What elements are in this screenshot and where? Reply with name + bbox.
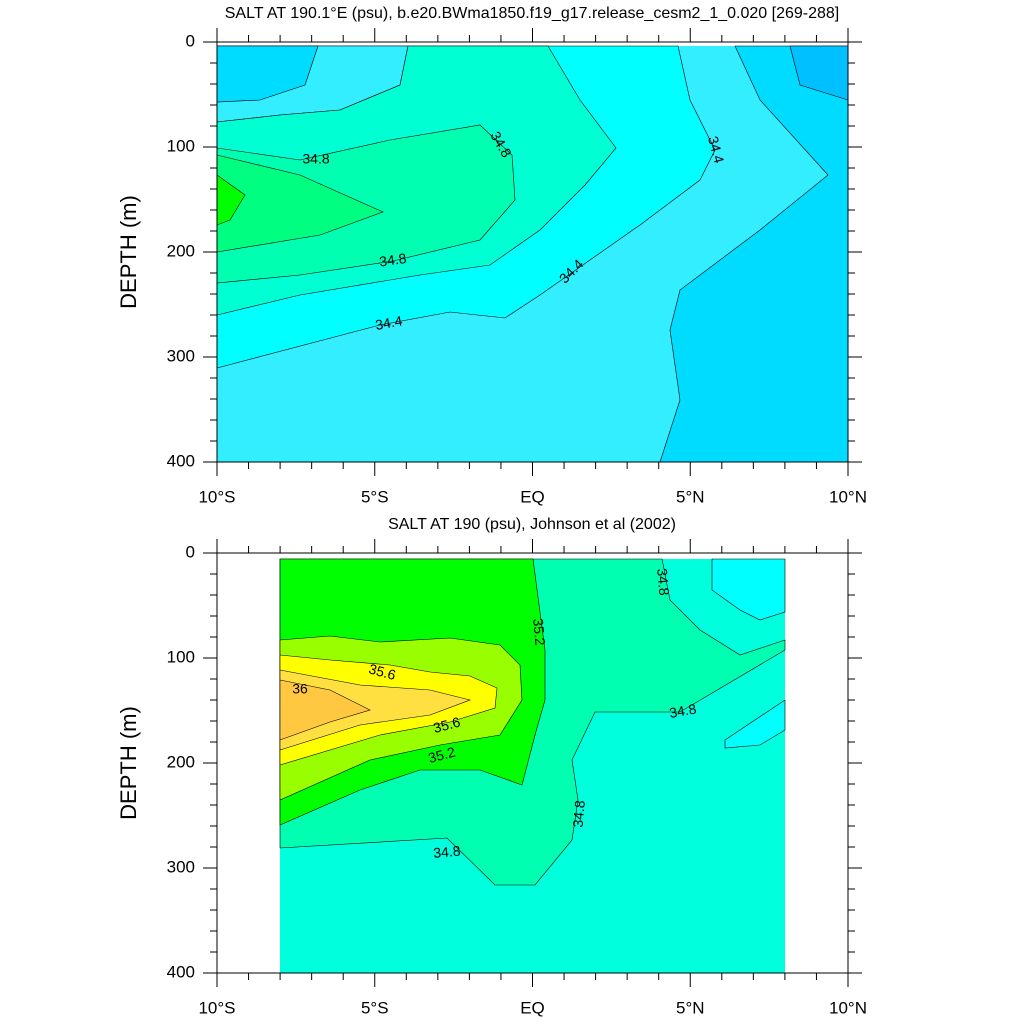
contour-label: 34.8 [433, 843, 462, 861]
y-tick-label: 200 [167, 241, 195, 260]
contour-label: 35.2 [530, 618, 548, 647]
y-tick-label: 0 [186, 31, 195, 50]
contour-fill [724, 699, 786, 749]
contour-label: 36 [292, 681, 308, 697]
y-tick-label: 300 [167, 857, 195, 876]
y-tick-label: 400 [167, 451, 195, 470]
x-tick-label: EQ [520, 487, 545, 506]
y-tick-label: 0 [186, 542, 195, 561]
contour-label: 34.8 [378, 250, 407, 270]
y-tick-label: 200 [167, 752, 195, 771]
contour-fill [711, 558, 786, 621]
contour-label: 34.8 [570, 799, 588, 828]
contour-fill [216, 124, 516, 284]
y-tick-label: 100 [167, 647, 195, 666]
x-tick-label: 10°N [829, 998, 867, 1017]
contour-label: 34.8 [668, 700, 698, 721]
y-axis-label: DEPTH (m) [116, 706, 141, 820]
contour-fill [279, 679, 371, 741]
y-axis-label: DEPTH (m) [116, 195, 141, 309]
x-tick-label: 10°S [198, 998, 235, 1017]
x-tick-label: 5°S [361, 487, 389, 506]
contour-label: 35.6 [431, 713, 462, 736]
contour-label: 34.8 [654, 568, 672, 597]
y-tick-label: 100 [167, 136, 195, 155]
x-tick-label: 5°S [361, 998, 389, 1017]
contour-label: 35.2 [426, 743, 457, 766]
x-tick-label: 10°N [829, 487, 867, 506]
chart-title: SALT AT 190 (psu), Johnson et al (2002) [388, 516, 676, 533]
x-tick-label: 5°N [676, 487, 705, 506]
x-tick-label: 5°N [676, 998, 705, 1017]
chart-title: SALT AT 190.1°E (psu), b.e20.BWma1850.f1… [225, 5, 840, 22]
contour-label: 34.8 [302, 151, 329, 167]
x-tick-label: 10°S [198, 487, 235, 506]
contour-label: 35.6 [367, 660, 398, 683]
contour-label: 34.4 [374, 312, 404, 333]
x-tick-label: EQ [520, 998, 545, 1017]
y-tick-label: 300 [167, 346, 195, 365]
y-tick-label: 400 [167, 962, 195, 981]
contour-label: 34.4 [705, 134, 728, 165]
